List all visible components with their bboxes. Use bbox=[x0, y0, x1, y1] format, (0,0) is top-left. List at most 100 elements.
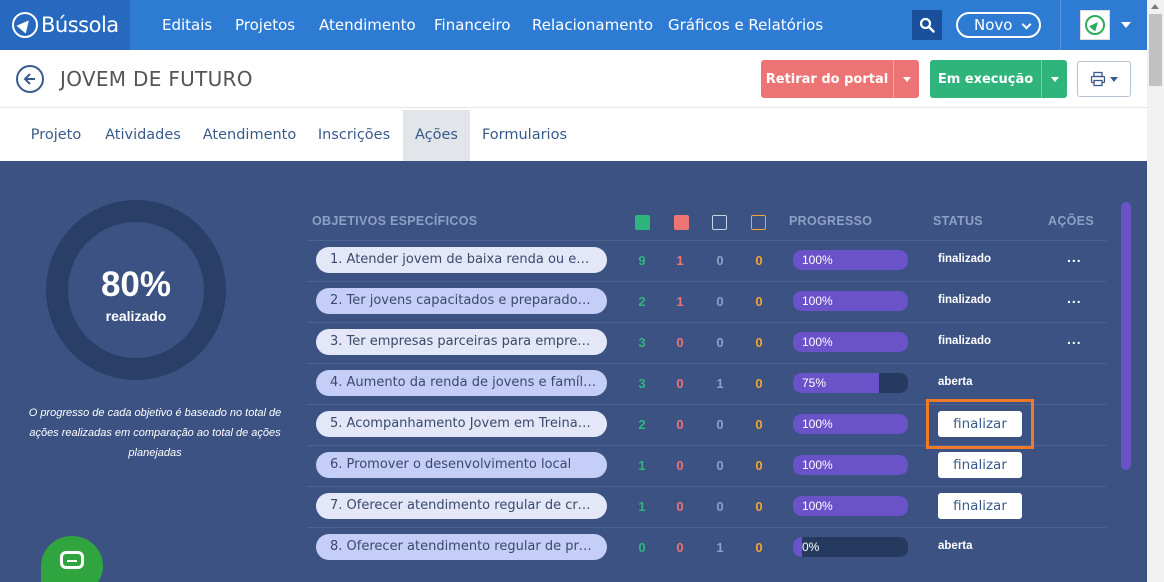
count-orange: 0 bbox=[755, 376, 763, 391]
tab-projeto[interactable]: Projeto bbox=[30, 127, 82, 143]
header-objetivos: OBJETIVOS ESPECÍFICOS bbox=[312, 214, 478, 228]
count-red: 1 bbox=[676, 294, 684, 309]
objective-pill[interactable]: 8. Oferecer atendimento regular de pré e… bbox=[316, 534, 607, 560]
arrow-left-icon bbox=[23, 73, 35, 85]
tab-atividades[interactable]: Atividades bbox=[105, 127, 181, 143]
progress-text: 100% bbox=[802, 335, 833, 349]
row-divider bbox=[307, 527, 1106, 528]
nav-projetos[interactable]: Projetos bbox=[235, 16, 296, 34]
more-actions-icon[interactable]: ... bbox=[1067, 249, 1082, 265]
novo-label: Novo bbox=[974, 16, 1013, 34]
legend-green-square bbox=[635, 215, 650, 230]
caret-down-icon bbox=[902, 76, 911, 82]
count-red: 0 bbox=[676, 335, 684, 350]
row-divider bbox=[307, 240, 1106, 241]
legend-white-square bbox=[712, 215, 727, 230]
count-white: 0 bbox=[716, 253, 724, 268]
status-text: finalizado bbox=[938, 294, 992, 306]
count-white: 0 bbox=[716, 458, 724, 473]
brand[interactable]: Bússola bbox=[0, 0, 130, 50]
progress-bar: 100% bbox=[793, 250, 908, 270]
progress-bar: 100% bbox=[793, 414, 908, 434]
nav-editais[interactable]: Editais bbox=[162, 16, 213, 34]
page-title: JOVEM DE FUTURO bbox=[60, 67, 253, 91]
status-text: aberta bbox=[938, 540, 973, 552]
tab-inscricoes[interactable]: Inscrições bbox=[317, 127, 391, 143]
avatar-caret-icon[interactable] bbox=[1121, 22, 1131, 28]
em-execucao-button[interactable]: Em execução bbox=[930, 60, 1067, 98]
progress-bar-fill bbox=[793, 291, 908, 311]
project-header: JOVEM DE FUTURO Retirar do portal Em exe… bbox=[0, 50, 1147, 108]
count-orange: 0 bbox=[755, 499, 763, 514]
objective-pill[interactable]: 6. Promover o desenvolvimento local bbox=[316, 452, 607, 478]
top-navbar: Bússola Editais Projetos Atendimento Fin… bbox=[0, 0, 1147, 50]
progress-text: 100% bbox=[802, 253, 833, 267]
progress-text: 100% bbox=[802, 499, 833, 513]
count-red: 0 bbox=[676, 540, 684, 555]
page-scrollbar[interactable] bbox=[1147, 0, 1164, 582]
count-orange: 0 bbox=[755, 253, 763, 268]
count-green: 2 bbox=[638, 294, 646, 309]
print-button[interactable] bbox=[1077, 61, 1131, 97]
chevron-down-icon bbox=[1021, 19, 1032, 30]
tab-formularios[interactable]: Formularios bbox=[481, 127, 568, 143]
objective-pill[interactable]: 7. Oferecer atendimento regular de crech… bbox=[316, 493, 607, 519]
retirar-portal-button[interactable]: Retirar do portal bbox=[761, 60, 919, 98]
tab-atendimento[interactable]: Atendimento bbox=[202, 127, 297, 143]
em-execucao-label[interactable]: Em execução bbox=[937, 71, 1034, 87]
finalizar-button[interactable]: finalizar bbox=[938, 452, 1022, 478]
row-divider bbox=[307, 486, 1106, 487]
avatar[interactable] bbox=[1080, 10, 1110, 40]
count-green: 3 bbox=[638, 376, 646, 391]
objective-pill[interactable]: 5. Acompanhamento Jovem em Treinamento bbox=[316, 411, 607, 437]
search-button[interactable] bbox=[912, 10, 942, 40]
progress-text: 100% bbox=[802, 417, 833, 431]
progress-bar: 100% bbox=[793, 291, 908, 311]
finalizar-button[interactable]: finalizar bbox=[938, 493, 1022, 519]
progress-bar: 100% bbox=[793, 332, 908, 352]
objective-pill[interactable]: 3. Ter empresas parceiras para empregar … bbox=[316, 329, 607, 355]
objective-pill[interactable]: 4. Aumento da renda de jovens e famílias… bbox=[316, 370, 607, 396]
count-orange: 0 bbox=[755, 458, 763, 473]
novo-button[interactable]: Novo bbox=[956, 12, 1041, 38]
nav-atendimento[interactable]: Atendimento bbox=[319, 16, 416, 34]
progress-bar-fill bbox=[793, 455, 908, 475]
table-scrollbar-thumb[interactable] bbox=[1121, 202, 1131, 470]
progress-bar: 0% bbox=[793, 537, 908, 557]
count-red: 1 bbox=[676, 253, 684, 268]
count-red: 0 bbox=[676, 458, 684, 473]
progress-text: 75% bbox=[802, 376, 827, 390]
retirar-portal-label[interactable]: Retirar do portal bbox=[765, 71, 889, 87]
legend-red-square bbox=[674, 215, 689, 230]
header-progresso: PROGRESSO bbox=[789, 214, 873, 228]
back-button[interactable] bbox=[16, 65, 44, 93]
nav-relacionamento[interactable]: Relacionamento bbox=[532, 16, 654, 34]
progress-bar: 75% bbox=[793, 373, 908, 393]
finalizar-button[interactable]: finalizar bbox=[938, 411, 1022, 437]
retirar-dropdown-toggle[interactable] bbox=[893, 60, 919, 98]
count-green: 1 bbox=[638, 458, 646, 473]
row-divider bbox=[307, 281, 1106, 282]
progress-bar-fill bbox=[793, 250, 908, 270]
status-text: aberta bbox=[938, 376, 973, 388]
progress-text: 0% bbox=[802, 540, 820, 554]
count-orange: 0 bbox=[755, 417, 763, 432]
page-scrollbar-thumb[interactable] bbox=[1149, 14, 1162, 86]
progress-text: 100% bbox=[802, 458, 833, 472]
tab-acoes[interactable]: Ações bbox=[403, 110, 470, 161]
count-green: 3 bbox=[638, 335, 646, 350]
objective-pill[interactable]: 1. Atender jovem de baixa renda ou em vu… bbox=[316, 247, 607, 273]
status-text: finalizado bbox=[938, 253, 992, 265]
nav-graficos-relatorios[interactable]: Gráficos e Relatórios bbox=[668, 16, 824, 34]
more-actions-icon[interactable]: ... bbox=[1067, 290, 1082, 306]
header-status: STATUS bbox=[933, 214, 983, 228]
compass-avatar-icon bbox=[1085, 15, 1105, 35]
chat-button[interactable] bbox=[41, 536, 103, 582]
objective-pill[interactable]: 2. Ter jovens capacitados e preparados p… bbox=[316, 288, 607, 314]
scroll-up-arrow-icon[interactable] bbox=[1151, 4, 1159, 9]
nav-financeiro[interactable]: Financeiro bbox=[434, 16, 511, 34]
progress-note: O progresso de cada objetivo é baseado n… bbox=[28, 407, 282, 459]
more-actions-icon[interactable]: ... bbox=[1067, 331, 1082, 347]
execucao-dropdown-toggle[interactable] bbox=[1041, 60, 1067, 98]
progress-label: realizado bbox=[105, 308, 167, 324]
